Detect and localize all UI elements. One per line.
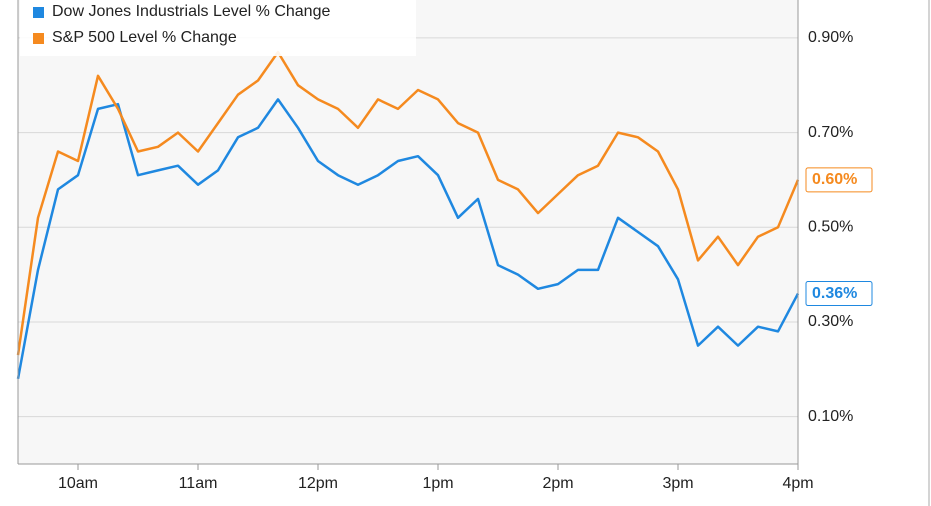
plot-area <box>18 0 798 464</box>
labels: 0.10% 0.30% 0.50% 0.70% 0.90% 10am 11am 12pm 1pm… <box>58 29 873 492</box>
series <box>16 50 800 380</box>
y-tick-label: 0.50% <box>808 218 853 235</box>
series-line <box>16 50 800 356</box>
legend-swatch <box>33 7 44 18</box>
y-tick-label: 0.70% <box>808 124 853 141</box>
x-tick-label: 2pm <box>542 475 573 492</box>
legend-label: Dow Jones Industrials Level % Change <box>52 3 330 20</box>
value-label: 0.60% <box>812 171 857 188</box>
legend: Dow Jones Industrials Level % Change S&P … <box>20 0 416 56</box>
y-tick-label: 0.10% <box>808 408 853 425</box>
y-tick-label: 0.30% <box>808 313 853 330</box>
x-tick-label: 10am <box>58 475 98 492</box>
legend-box <box>20 0 416 56</box>
value-label: 0.36% <box>812 285 857 302</box>
series-line <box>16 98 800 380</box>
x-tick-label: 4pm <box>782 475 813 492</box>
legend-swatch <box>33 33 44 44</box>
y-tick-label: 0.90% <box>808 29 853 46</box>
x-tick-label: 11am <box>179 475 218 492</box>
x-tick-label: 3pm <box>662 475 693 492</box>
x-tick-label: 1pm <box>422 475 453 492</box>
value-label-box <box>805 281 873 307</box>
value-label-box <box>805 167 873 193</box>
legend-label: S&P 500 Level % Change <box>52 29 237 46</box>
x-tick-label: 12pm <box>298 475 338 492</box>
